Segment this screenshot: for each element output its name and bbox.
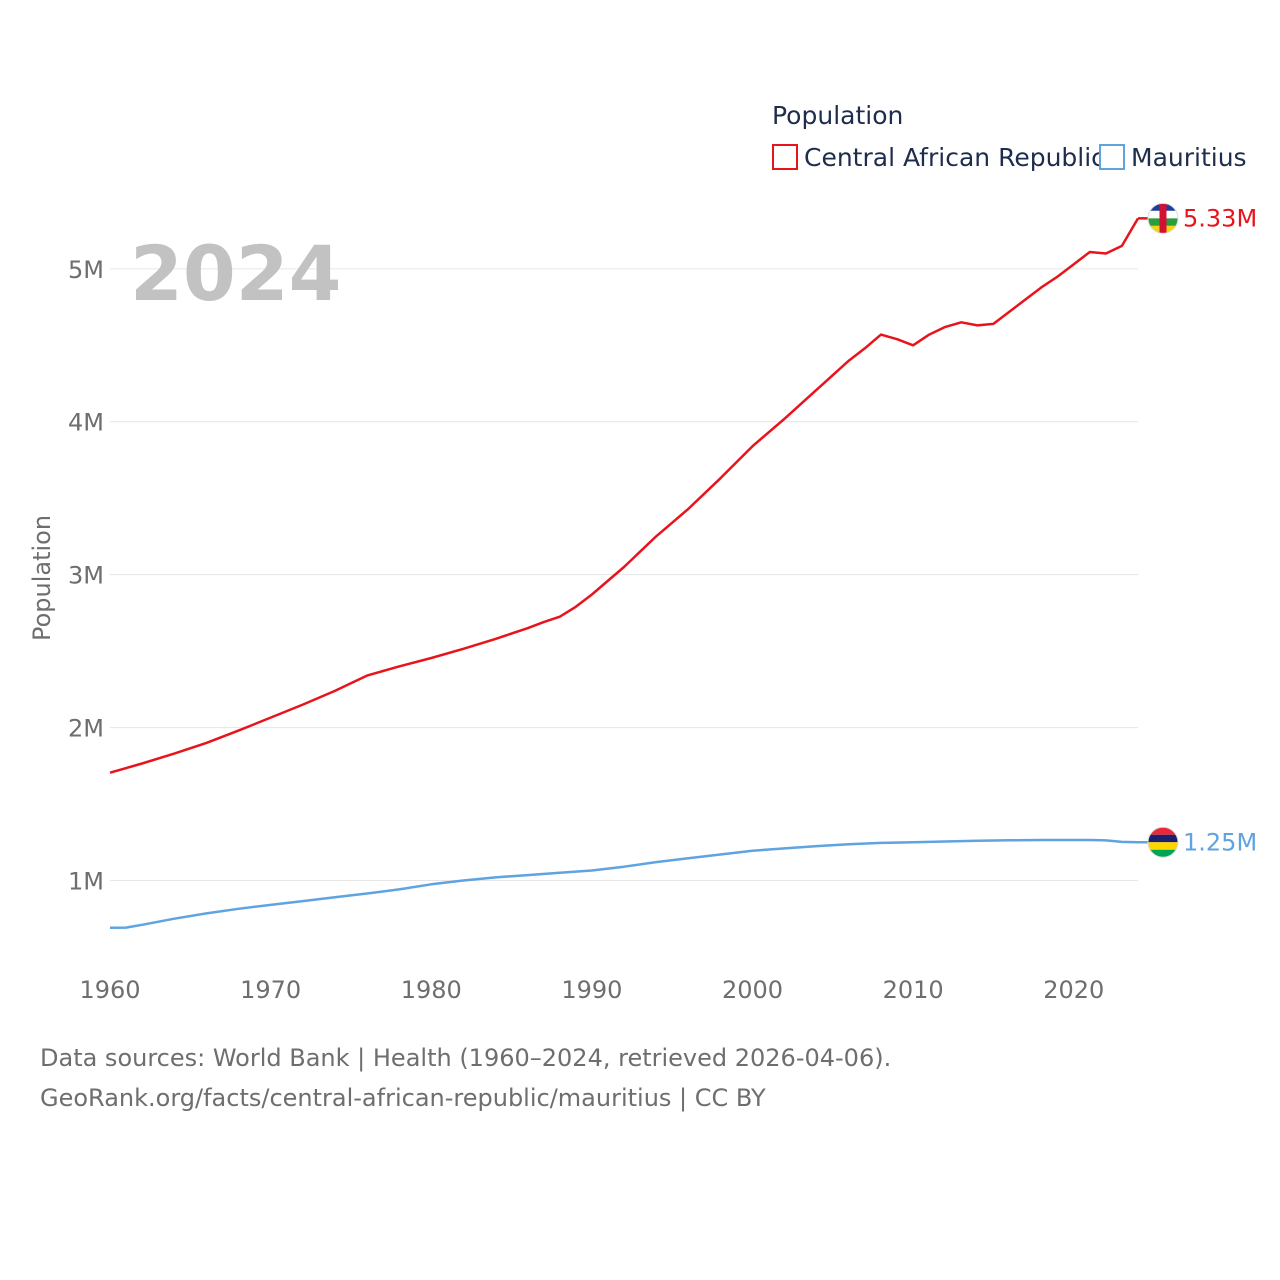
y-tick-label: 5M xyxy=(68,256,104,284)
y-axis-ticks: 1M 2M 3M 4M 5M xyxy=(68,256,104,896)
series-end-value: 5.33M xyxy=(1183,204,1257,232)
x-tick-label: 2020 xyxy=(1043,976,1104,1004)
x-tick-label: 2000 xyxy=(722,976,783,1004)
y-axis-label: Population xyxy=(28,515,56,641)
legend-item-mauritius[interactable]: Mauritius xyxy=(1099,143,1247,172)
y-tick-label: 3M xyxy=(68,562,104,590)
y-tick-label: 4M xyxy=(68,409,104,437)
series-end-markers: 5.33M 1.25M xyxy=(1138,202,1257,858)
series-line-mauritius[interactable] xyxy=(109,838,1139,929)
series-line-central-african-republic[interactable] xyxy=(109,217,1140,774)
data-source-note: Data sources: World Bank | Health (1960–… xyxy=(40,1044,892,1072)
y-tick-label: 2M xyxy=(68,715,104,743)
legend-swatch xyxy=(1099,144,1125,170)
legend-item-central-african-republic[interactable]: Central African Republic xyxy=(772,143,1105,172)
x-tick-label: 2010 xyxy=(883,976,944,1004)
year-watermark: 2024 xyxy=(130,229,342,318)
x-tick-label: 1990 xyxy=(561,976,622,1004)
grid-lines xyxy=(110,268,1138,881)
legend-swatch xyxy=(772,144,798,170)
legend-label: Mauritius xyxy=(1131,143,1247,172)
legend-title: Population xyxy=(772,101,903,130)
series-lines xyxy=(109,217,1140,929)
mauritius-flag-icon xyxy=(1147,826,1179,858)
central-african-republic-flag-icon xyxy=(1147,202,1179,234)
legend-label: Central African Republic xyxy=(804,143,1105,172)
series-end-value: 1.25M xyxy=(1183,828,1257,856)
y-tick-label: 1M xyxy=(68,867,104,895)
x-tick-label: 1960 xyxy=(79,976,140,1004)
x-tick-label: 1980 xyxy=(401,976,462,1004)
x-axis-ticks: 1960 1970 1980 1990 2000 2010 2020 xyxy=(79,976,1104,1004)
x-tick-label: 1970 xyxy=(240,976,301,1004)
attribution-link[interactable]: GeoRank.org/facts/central-african-republ… xyxy=(40,1084,766,1112)
legend: Population Central African Republic Maur… xyxy=(772,101,1247,172)
